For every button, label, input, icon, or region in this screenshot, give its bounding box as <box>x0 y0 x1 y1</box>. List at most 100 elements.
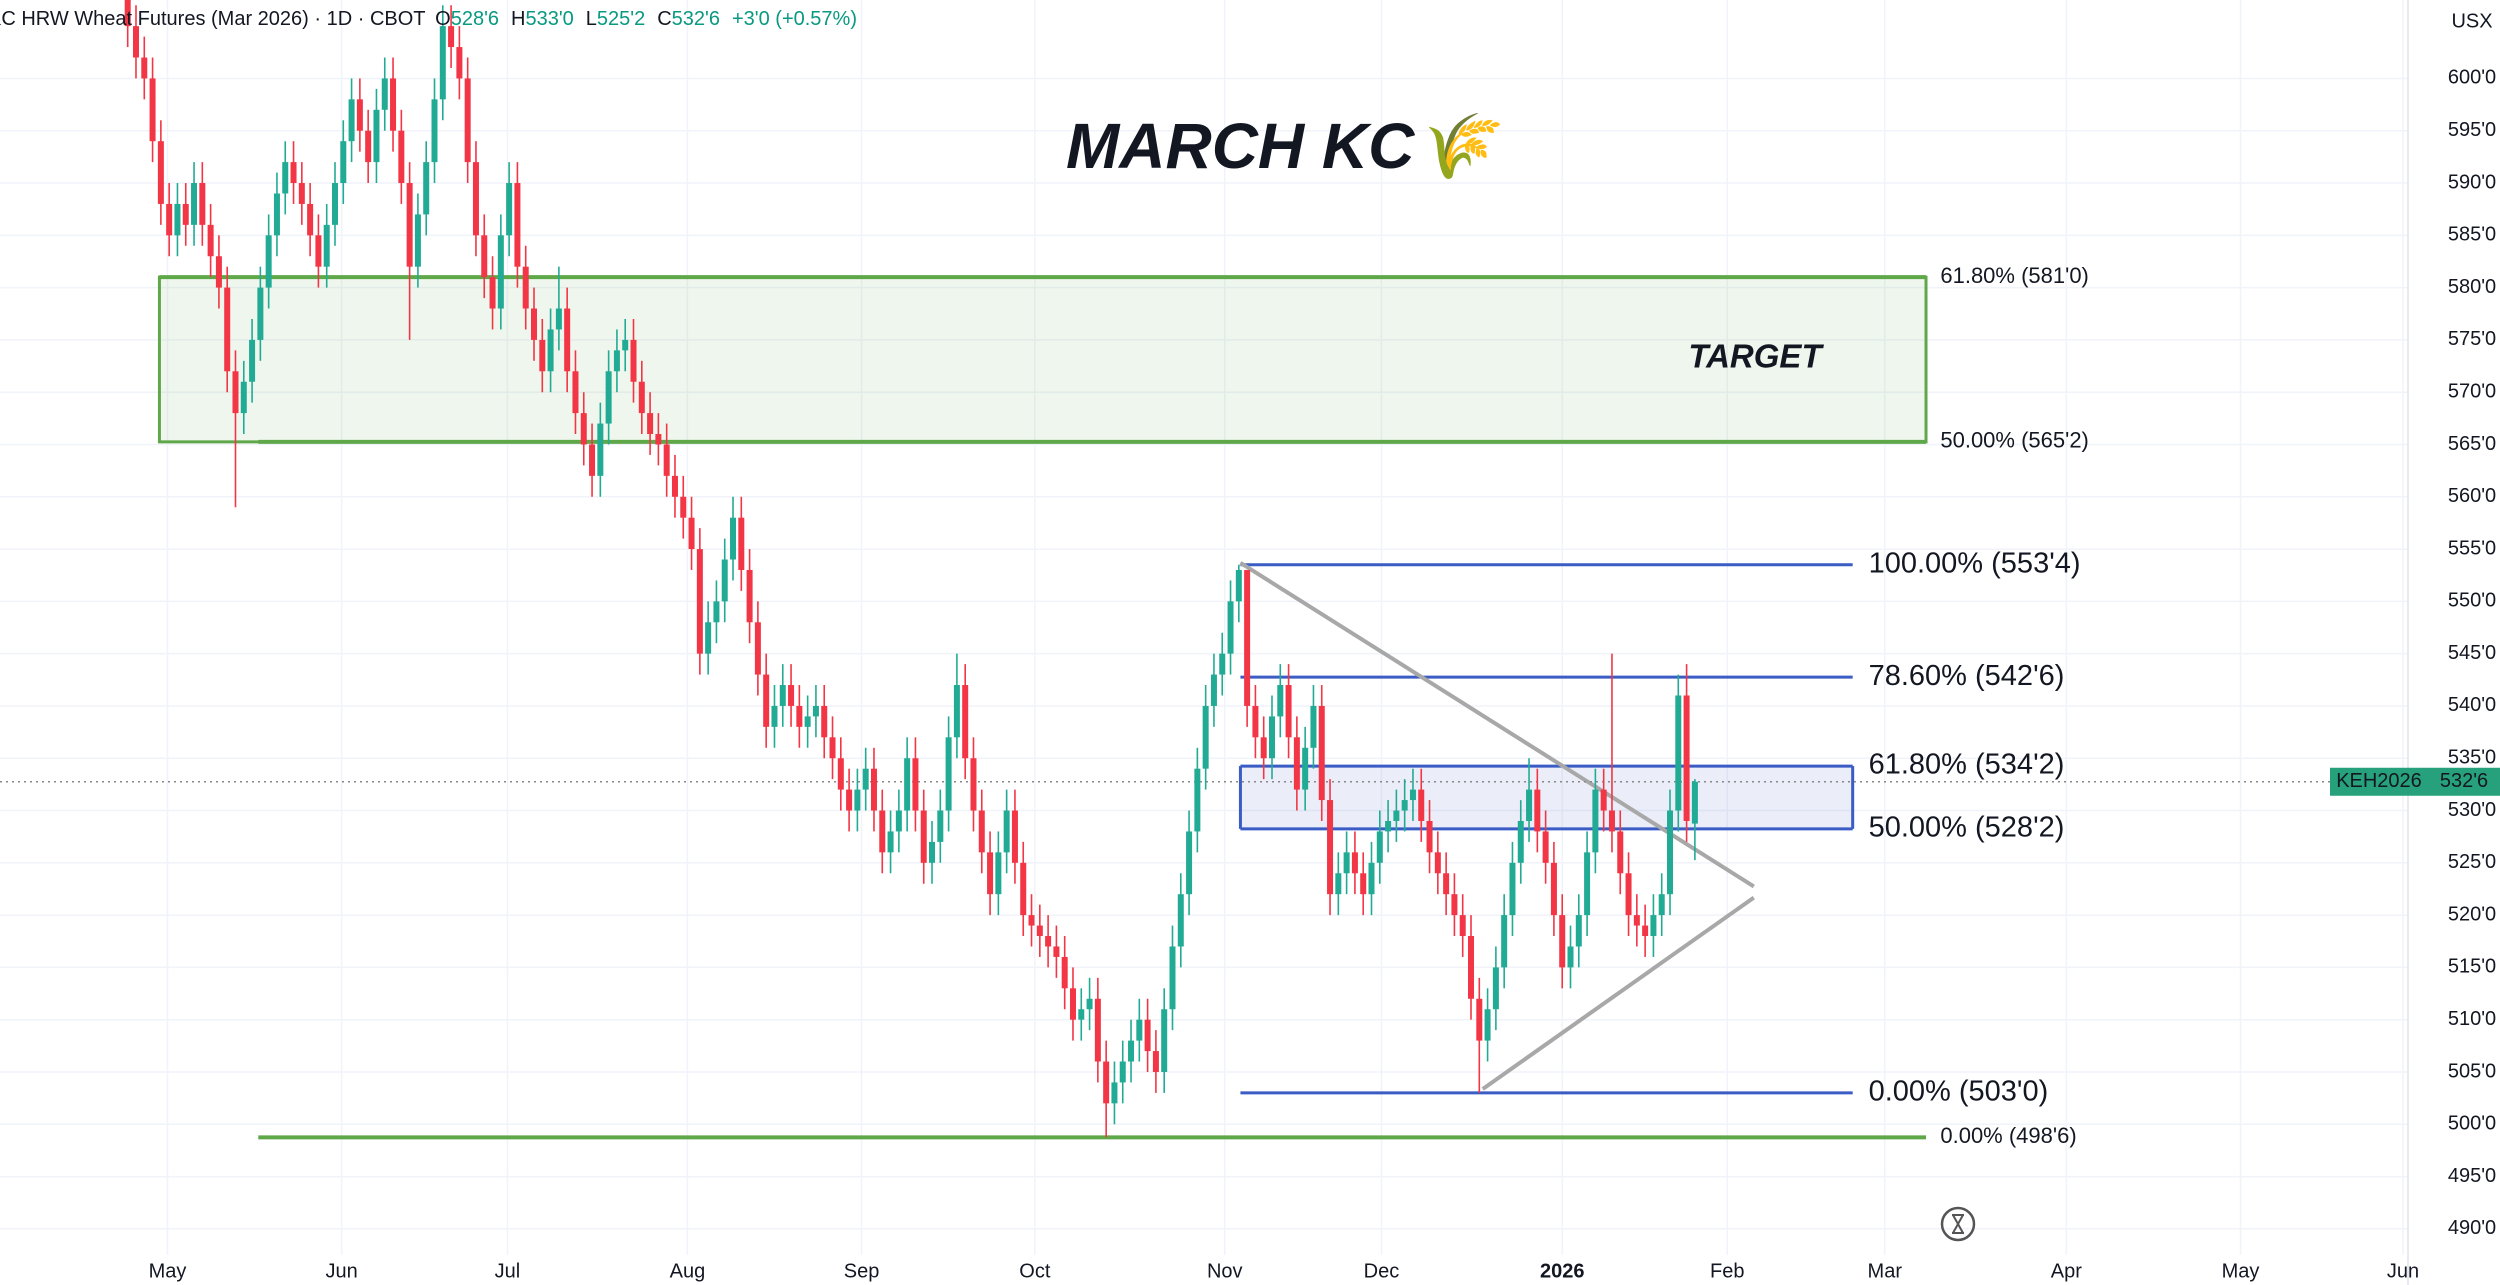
candle-body <box>978 810 985 853</box>
candle-body <box>1202 705 1209 769</box>
candle-body <box>431 99 438 163</box>
y-tick-label: 565'0 <box>2448 433 2496 455</box>
candle-body <box>1592 789 1599 853</box>
candle-body <box>572 371 579 414</box>
candle-body <box>1128 1040 1135 1062</box>
candle-body <box>149 78 156 142</box>
candle-body <box>663 444 670 476</box>
candle-body <box>1418 789 1425 821</box>
candle-body <box>240 381 247 414</box>
candle-body <box>340 141 347 184</box>
candle-body <box>1434 852 1441 874</box>
fib-zone <box>1240 766 1853 829</box>
overlays <box>0 275 2408 1140</box>
candle-body <box>589 444 596 476</box>
candle-body <box>555 308 562 330</box>
candle-body <box>506 183 513 236</box>
candle-body <box>1335 873 1342 895</box>
candle-body <box>464 78 471 163</box>
x-tick-label: 2026 <box>1540 1260 1585 1282</box>
candle-body <box>605 371 612 424</box>
candle-body <box>406 183 413 267</box>
candle-body <box>448 26 455 48</box>
candle-body <box>688 517 695 550</box>
candle-body <box>987 852 994 895</box>
y-tick-label: 530'0 <box>2448 799 2496 821</box>
candle-body <box>754 622 761 675</box>
candle-body <box>1045 936 1052 947</box>
candle-body <box>630 339 637 382</box>
candle-body <box>1526 789 1533 821</box>
fib-label: 61.80% (581'0) <box>1940 263 2089 288</box>
candle-body <box>1667 810 1674 895</box>
candle-body <box>273 193 280 236</box>
candle-body <box>1683 695 1690 821</box>
candle-body <box>912 758 919 811</box>
candle-body <box>862 768 869 790</box>
trendline <box>1481 896 1755 1091</box>
x-tick-label: Feb <box>1710 1260 1744 1282</box>
candle-body <box>1376 831 1383 863</box>
y-tick-label: 540'0 <box>2448 694 2496 716</box>
candle-body <box>166 203 173 236</box>
candle-body <box>1119 1061 1126 1083</box>
candle-body <box>1235 569 1242 602</box>
candle-body <box>1501 915 1508 968</box>
candle-body <box>472 162 479 236</box>
candle-body <box>1111 1082 1118 1104</box>
price-tag <box>2428 767 2500 796</box>
y-tick-label: 550'0 <box>2448 590 2496 612</box>
candle-body <box>1186 831 1193 895</box>
candle-body <box>779 685 786 706</box>
candle-body <box>1293 737 1300 790</box>
candle-body <box>1302 747 1309 790</box>
x-tick-label: Aug <box>670 1260 706 1282</box>
candle-body <box>622 339 629 351</box>
candle-body <box>199 183 206 225</box>
target-annotation: TARGET <box>1688 338 1824 375</box>
candle-body <box>1161 1009 1168 1072</box>
candle-body <box>1642 925 1649 937</box>
y-tick-label: 575'0 <box>2448 328 2496 350</box>
candle-body <box>1625 873 1632 916</box>
candle-body <box>489 277 496 309</box>
candle-body <box>580 413 587 445</box>
candle-body <box>191 183 198 225</box>
ohlc-key: H <box>511 8 525 30</box>
candle-body <box>456 47 463 79</box>
candle-body <box>1633 915 1640 926</box>
candle-body <box>995 852 1002 895</box>
x-tick-label: Jun <box>2387 1260 2419 1282</box>
candle-body <box>920 810 927 863</box>
y-tick-label: 510'0 <box>2448 1008 2496 1030</box>
ohlc-value: 533'0 <box>525 8 573 30</box>
candle-body <box>331 183 338 225</box>
candle-body <box>738 517 745 570</box>
candle-body <box>1103 1061 1110 1104</box>
candle-body <box>207 224 214 257</box>
y-tick-label: 545'0 <box>2448 642 2496 664</box>
y-tick-label: 585'0 <box>2448 224 2496 246</box>
candle-body <box>638 381 645 414</box>
candle-body <box>398 130 405 184</box>
candle-body <box>1285 685 1292 738</box>
candle-body <box>390 78 397 131</box>
x-tick-label: Mar <box>1868 1260 1903 1282</box>
candle-body <box>713 601 720 623</box>
candle-body <box>904 758 911 811</box>
candle-body <box>829 737 836 759</box>
candle-body <box>439 26 446 100</box>
candle-body <box>356 99 363 131</box>
candle-body <box>282 162 289 194</box>
candle-body <box>132 26 139 58</box>
candle-body <box>481 235 488 278</box>
candle-body <box>1244 569 1251 706</box>
candles <box>124 0 1698 1138</box>
candle-body <box>539 339 546 372</box>
y-tick-label: 520'0 <box>2448 903 2496 925</box>
candle-body <box>564 308 571 372</box>
candle-body <box>1650 915 1657 937</box>
candle-body <box>1691 781 1698 824</box>
candle-body <box>945 737 952 811</box>
y-tick-label: 505'0 <box>2448 1060 2496 1082</box>
